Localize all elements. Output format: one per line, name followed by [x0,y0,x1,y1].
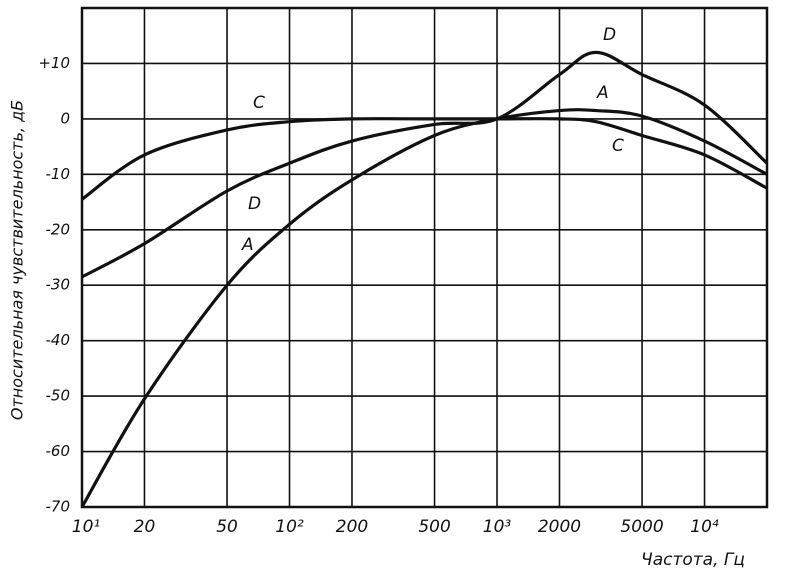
curve-label: A [596,83,609,103]
x-tick-label: 500 [418,517,450,537]
curve-label: D [603,25,616,45]
x-axis-label: Частота, Гц [641,550,745,570]
y-tick-label: -30 [46,276,71,294]
curve [81,50,769,279]
y-tick-label: -20 [46,220,71,238]
x-tick-label: 20 [134,517,156,537]
x-tick-label: 10⁴ [690,517,719,537]
y-tick-label: -40 [46,331,71,349]
y-tick-label: -60 [46,442,71,460]
x-tick-label: 10¹ [72,517,100,537]
curve-label: D [248,194,261,214]
y-tick-label: +10 [38,54,70,72]
curve [80,108,768,508]
y-tick-label: 0 [60,109,70,127]
curve-label: A [241,235,254,255]
y-tick-label: -10 [46,165,71,183]
x-tick-label: 50 [216,517,238,537]
x-tick-label: 5000 [620,517,663,537]
curve-label: C [612,136,624,156]
y-tick-label: -70 [46,498,71,516]
curve [81,117,768,201]
plot-frame [80,6,769,509]
x-tick-label: 10² [275,517,304,537]
x-tick-label: 2000 [538,517,581,537]
x-tick-label: 10³ [483,517,512,537]
y-tick-label: -50 [46,387,71,405]
curve-label: C [253,93,265,113]
y-axis-label: Относительная чувствительность, дБ [8,100,27,420]
x-tick-label: 200 [336,517,368,537]
